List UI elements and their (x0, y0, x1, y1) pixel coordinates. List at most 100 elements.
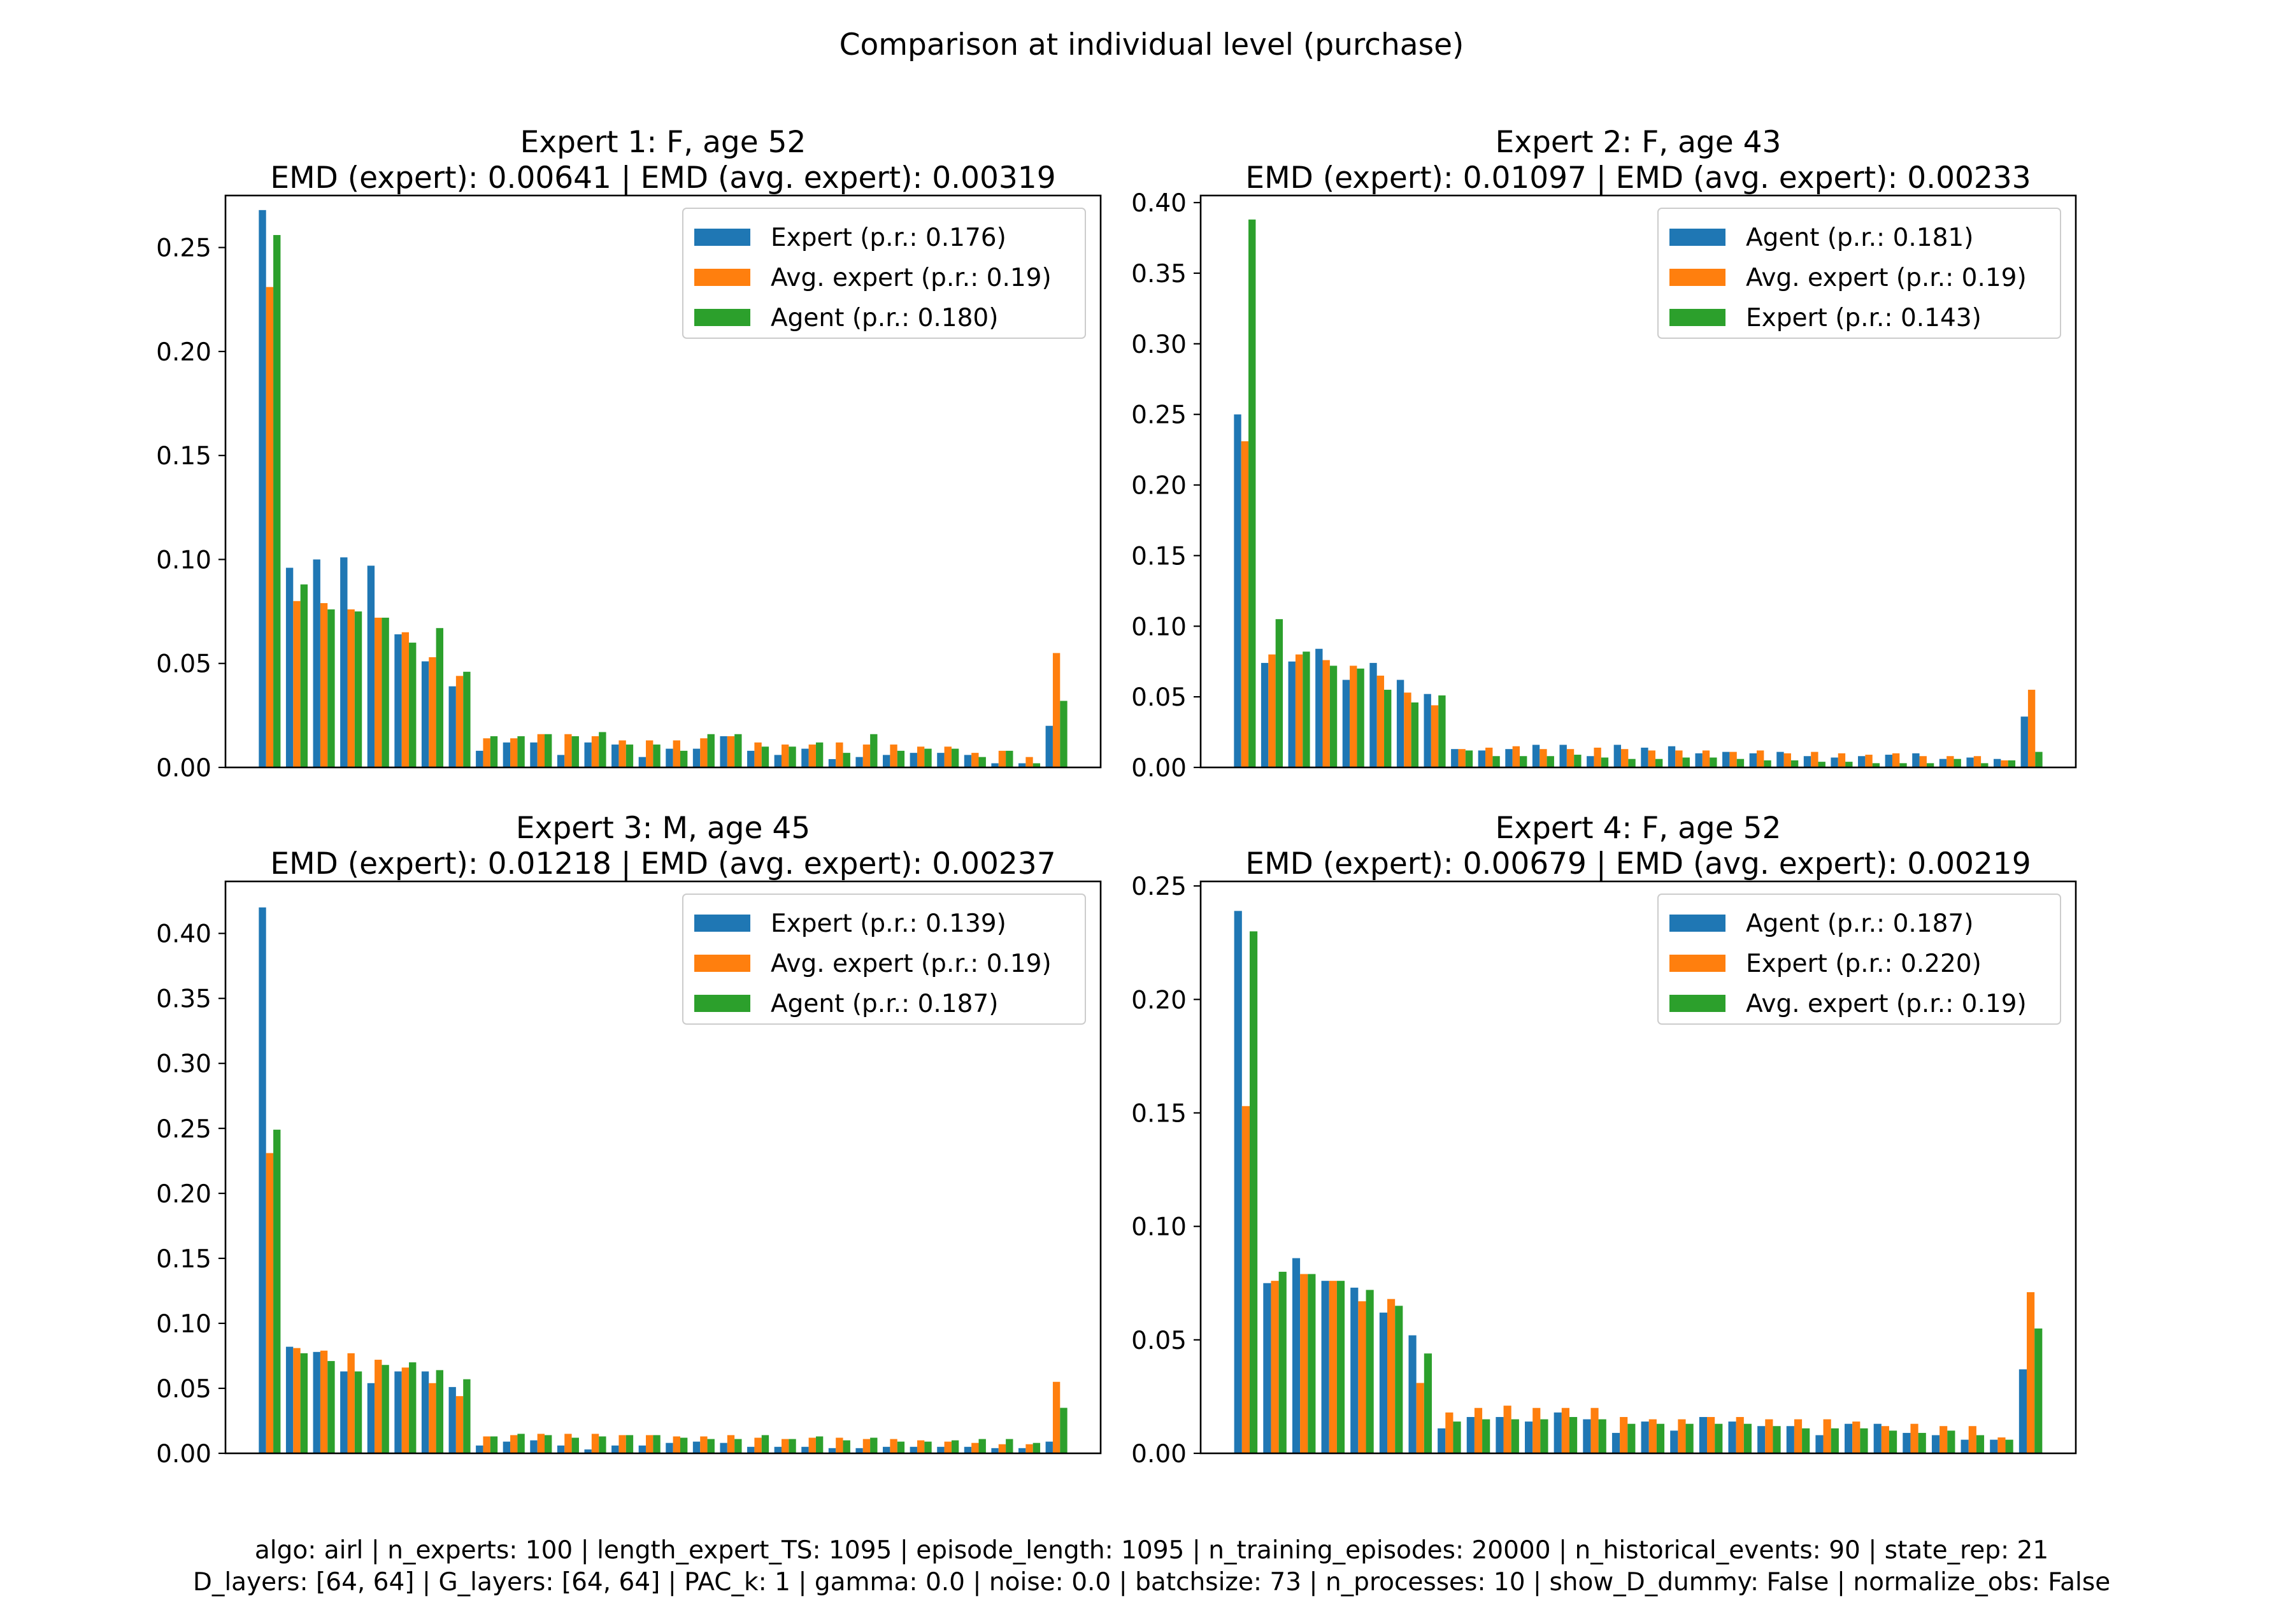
bar (557, 1445, 565, 1453)
axes-frame (224, 880, 1102, 1455)
chart-title-line1: Expert 3: M, age 45 (516, 811, 810, 846)
bar (883, 1446, 890, 1453)
bar (530, 742, 538, 767)
bar (429, 1383, 436, 1453)
bar (1749, 753, 1757, 767)
bar (1032, 763, 1041, 767)
bar (537, 734, 545, 767)
bar (1757, 1426, 1766, 1453)
bar (1858, 756, 1866, 767)
bar (1505, 749, 1513, 767)
y-tick-label: 0.10 (1131, 1213, 1187, 1242)
bar (1682, 757, 1690, 767)
bar (1465, 750, 1473, 767)
bar (625, 744, 634, 767)
bar (1611, 1432, 1620, 1453)
bar (1823, 1419, 1831, 1453)
footer-line-2: D_layers: [64, 64] | G_layers: [64, 64] … (193, 1568, 2110, 1597)
bar (815, 742, 824, 767)
bar (1492, 756, 1500, 767)
bar (1539, 749, 1547, 767)
bar (2018, 1369, 2027, 1453)
bar (1540, 1419, 1548, 1453)
chart-title-line2: EMD (expert): 0.01097 | EMD (avg. expert… (1245, 160, 2031, 196)
bar (1547, 756, 1554, 767)
bar (1525, 1421, 1533, 1453)
bar (1275, 619, 1283, 767)
legend-box (1657, 894, 2061, 1025)
bar (259, 210, 266, 767)
bar (978, 757, 986, 767)
legend-swatch (1669, 955, 1725, 972)
bar (483, 1436, 490, 1453)
bar (998, 750, 1006, 767)
bar (897, 1441, 905, 1453)
bar (1569, 1416, 1578, 1453)
bar (347, 609, 355, 767)
bar (1045, 1441, 1053, 1453)
bar (1899, 763, 1907, 767)
bar (1511, 1419, 1519, 1453)
bar (1912, 753, 1920, 767)
bar (394, 1371, 402, 1453)
bar (409, 643, 417, 767)
y-tick-label: 0.40 (1131, 189, 1187, 218)
bar (971, 753, 979, 767)
bar (1411, 702, 1418, 767)
y-tick-label: 0.05 (156, 1375, 211, 1404)
bar (1947, 756, 1954, 767)
bar (517, 1434, 525, 1453)
bar (327, 609, 335, 767)
bar (727, 736, 735, 767)
bar (1478, 750, 1486, 767)
bar (944, 1441, 952, 1453)
y-tick-label: 0.20 (1131, 986, 1187, 1015)
y-tick-label: 0.10 (156, 546, 211, 574)
y-tick-label: 0.20 (156, 338, 211, 367)
y-tick-label: 0.35 (1131, 260, 1187, 288)
bar (1976, 1435, 1985, 1453)
bar (1872, 763, 1880, 767)
bar (1954, 759, 1961, 767)
bar (1831, 757, 1838, 767)
bar (1357, 668, 1364, 767)
bar (1670, 1430, 1678, 1453)
bar (1052, 1381, 1061, 1453)
bar (1052, 653, 1061, 767)
bar (625, 1435, 634, 1453)
bar (375, 617, 382, 767)
bar (1845, 762, 1853, 767)
bar (1379, 1313, 1388, 1453)
bar (747, 1446, 755, 1453)
bar (1574, 755, 1582, 767)
y-tick-label: 0.40 (156, 920, 211, 949)
legend-label: Expert (p.r.: 0.176) (771, 224, 1006, 252)
bar (815, 1436, 824, 1453)
bar (618, 1435, 626, 1453)
bar (517, 736, 525, 767)
bar (300, 584, 308, 767)
bar (707, 1439, 715, 1453)
bar (1496, 1416, 1504, 1453)
chart-title-line1: Expert 4: F, age 52 (1496, 811, 1782, 846)
bar (591, 736, 599, 767)
bar (313, 1351, 320, 1453)
legend-swatch (694, 229, 750, 246)
bar (2020, 716, 2028, 767)
bar (774, 1446, 782, 1453)
bar (828, 1448, 836, 1453)
bar (808, 1437, 816, 1453)
bar (394, 634, 402, 767)
bar (1773, 1426, 1781, 1453)
bar (855, 1448, 863, 1453)
bar (1408, 1335, 1417, 1453)
legend-label: Avg. expert (p.r.: 0.19) (771, 950, 1052, 978)
bar (2034, 1328, 2043, 1453)
bar (1685, 1423, 1694, 1453)
bar (448, 1386, 456, 1453)
bar (1485, 747, 1493, 767)
legend-swatch (1669, 229, 1725, 246)
legend-label: Avg. expert (p.r.: 0.19) (1746, 264, 2027, 292)
bar (463, 671, 471, 767)
axes-frame (224, 194, 1102, 769)
